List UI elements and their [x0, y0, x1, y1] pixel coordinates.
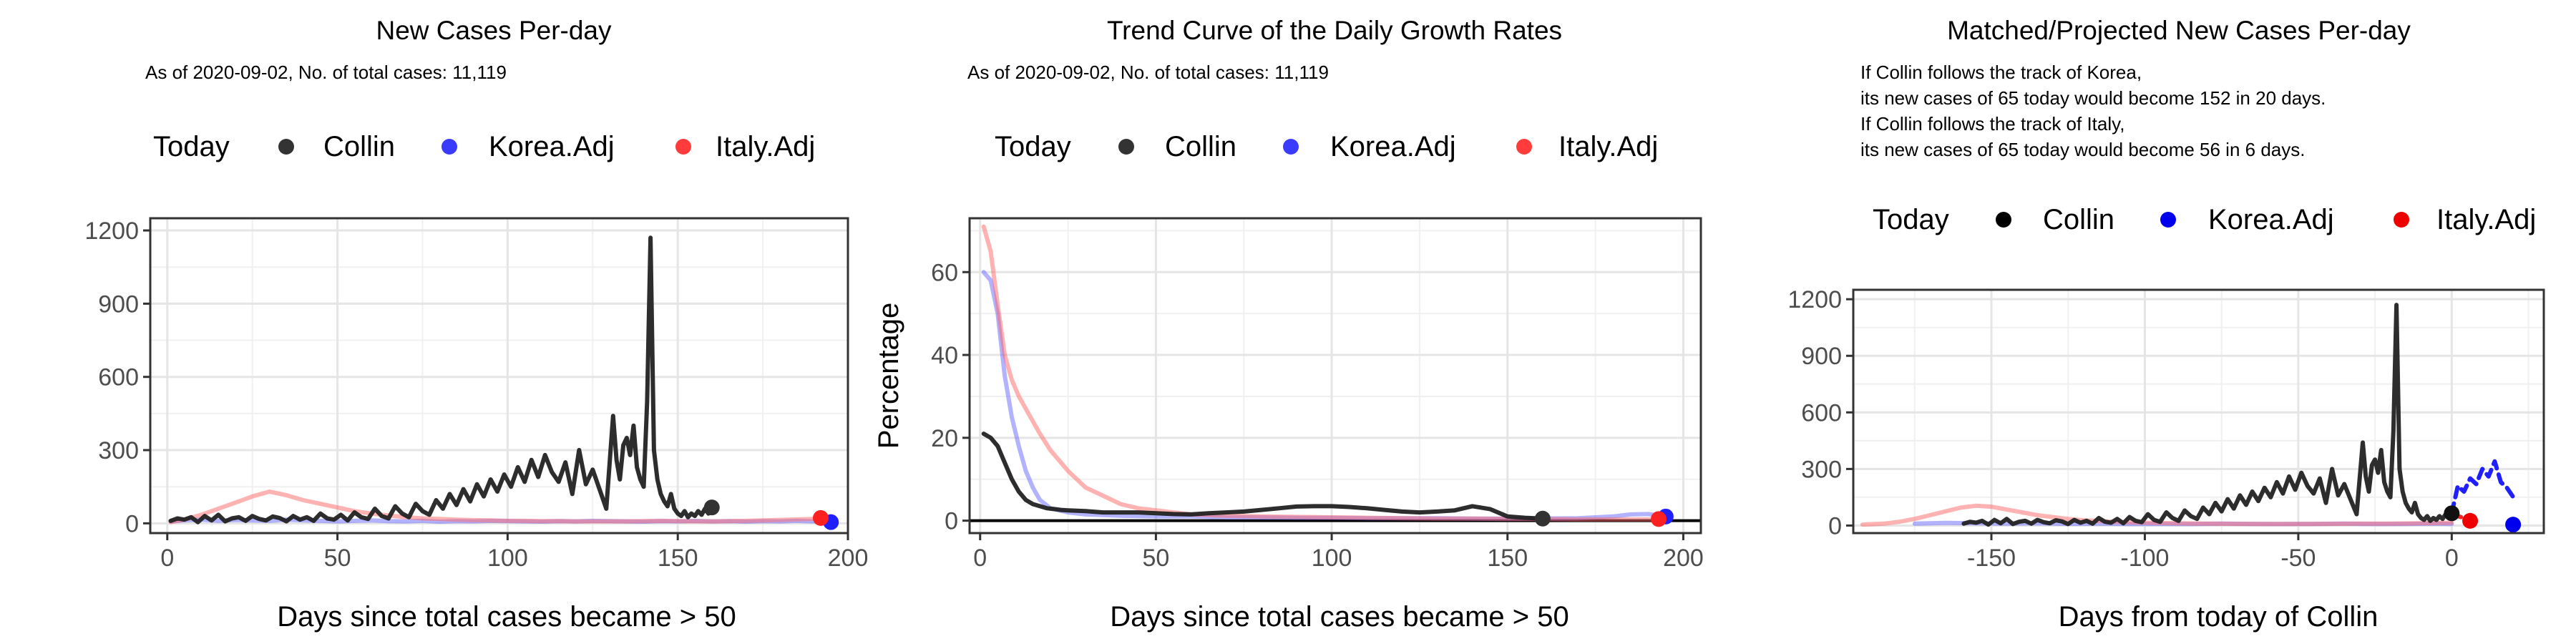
- x-tick-label: -100: [2120, 545, 2169, 572]
- series-line-korea-adj-projection: [2449, 459, 2516, 516]
- plot-background: [970, 218, 1701, 533]
- plot-border: [1852, 288, 2545, 535]
- x-tick-label: -150: [1967, 545, 2016, 572]
- series-line-collin: [1961, 303, 2454, 527]
- today-point-collin: [1534, 510, 1551, 527]
- legend-marker-italy: [1516, 139, 1532, 155]
- panel-new-cases: New Cases Per-day As of 2020-09-02, No. …: [84, 16, 868, 633]
- y-axis-label: Percentage: [873, 303, 904, 449]
- x-tick-label: 150: [658, 545, 698, 572]
- projection-note-line-2: its new cases of 65 today would become 1…: [1860, 87, 2326, 109]
- plot-area: 0 50 100 150 200 0 300 600 900 1200: [84, 217, 869, 572]
- y-tick-label: 600: [98, 364, 139, 391]
- plot-border: [149, 217, 849, 535]
- legend-title: Today: [995, 131, 1071, 162]
- x-axis-label: Days since total cases became > 50: [277, 601, 736, 633]
- legend-marker-italy: [2394, 212, 2409, 228]
- legend: Today Collin Korea.Adj Italy.Adj: [1873, 204, 2536, 235]
- series-line-italy-adj: [1860, 503, 2454, 527]
- projection-note-line-1: If Collin follows the track of Korea,: [1860, 62, 2142, 83]
- legend-label-italy: Italy.Adj: [1558, 131, 1658, 162]
- today-point-italy-adj: [812, 509, 829, 526]
- legend-label-collin: Collin: [1165, 131, 1236, 162]
- legend-title: Today: [153, 131, 230, 162]
- legend-marker-collin: [1118, 139, 1134, 155]
- y-tick-label: 0: [125, 510, 139, 537]
- x-tick-label: 200: [828, 545, 869, 572]
- series-line-italy-adj: [168, 489, 826, 525]
- panel-title: Trend Curve of the Daily Growth Rates: [1107, 16, 1562, 45]
- plot-background: [150, 218, 848, 533]
- x-tick-label: 0: [2445, 545, 2459, 572]
- y-tick-label: 900: [1801, 343, 1842, 370]
- x-tick-label: 100: [487, 545, 528, 572]
- legend-title: Today: [1873, 204, 1949, 235]
- y-tick-label: 600: [1801, 399, 1842, 426]
- x-tick-label: -50: [2280, 545, 2316, 572]
- panel-title: New Cases Per-day: [376, 16, 612, 45]
- legend-label-collin: Collin: [2043, 204, 2114, 235]
- panel-projected-cases: Matched/Projected New Cases Per-day If C…: [1787, 16, 2545, 633]
- panel-title: Matched/Projected New Cases Per-day: [1947, 16, 2411, 45]
- x-tick-label: 200: [1663, 545, 1704, 572]
- y-tick-label: 300: [98, 437, 139, 464]
- plot-border: [968, 217, 1702, 535]
- panel-subtitle: As of 2020-09-02, No. of total cases: 11…: [145, 62, 507, 83]
- y-tick-label: 900: [98, 291, 139, 318]
- today-point-collin: [703, 499, 720, 516]
- legend-label-italy: Italy.Adj: [2436, 204, 2536, 235]
- series-line-collin: [981, 431, 1545, 521]
- today-point-collin: [2444, 505, 2460, 522]
- y-tick-label: 0: [1828, 512, 1842, 540]
- y-tick-label: 20: [931, 425, 958, 452]
- legend-marker-korea: [441, 139, 457, 155]
- y-tick-label: 60: [931, 259, 958, 286]
- projection-note-line-3: If Collin follows the track of Italy,: [1860, 113, 2124, 135]
- x-tick-label: 0: [973, 545, 987, 572]
- projection-note-line-4: its new cases of 65 today would become 5…: [1860, 139, 2305, 160]
- x-axis-label: Days from today of Collin: [2059, 601, 2379, 633]
- y-tick-label: 40: [931, 342, 958, 369]
- legend-label-italy: Italy.Adj: [716, 131, 815, 162]
- legend-marker-collin: [278, 139, 294, 155]
- today-point-italy-adj: [2462, 512, 2479, 529]
- x-tick-label: 50: [324, 545, 351, 572]
- legend-marker-korea: [2160, 212, 2176, 228]
- y-tick-label: 1200: [84, 218, 139, 245]
- y-tick-label: 1200: [1787, 286, 1842, 313]
- series-line-italy-adj: [981, 224, 1661, 522]
- plot-area: -150 -100 -50 0 0 300 600 900 1200: [1787, 286, 2545, 572]
- series-line-collin: [168, 235, 714, 525]
- x-axis-label: Days since total cases became > 50: [1110, 601, 1568, 633]
- plot-area: 0 50 100 150 200 0 20 40 60: [931, 217, 1704, 572]
- legend-label-korea: Korea.Adj: [1330, 131, 1456, 162]
- x-tick-label: 0: [160, 545, 174, 572]
- legend-marker-korea: [1283, 139, 1299, 155]
- y-tick-label: 300: [1801, 456, 1842, 483]
- x-tick-label: 50: [1142, 545, 1169, 572]
- x-tick-label: 100: [1312, 545, 1352, 572]
- panel-growth-rates: Trend Curve of the Daily Growth Rates As…: [873, 16, 1704, 633]
- legend-marker-italy: [675, 139, 691, 155]
- legend-label-korea: Korea.Adj: [489, 131, 615, 162]
- today-point-italy-adj: [1651, 511, 1667, 527]
- panel-subtitle: As of 2020-09-02, No. of total cases: 11…: [967, 62, 1329, 83]
- legend: Today Collin Korea.Adj Italy.Adj: [995, 131, 1658, 162]
- legend: Today Collin Korea.Adj Italy.Adj: [153, 131, 815, 162]
- legend-label-collin: Collin: [323, 131, 395, 162]
- today-point-korea-adj: [2505, 517, 2522, 533]
- legend-marker-collin: [1996, 212, 2011, 228]
- y-tick-label: 0: [945, 508, 958, 535]
- x-tick-label: 150: [1487, 545, 1528, 572]
- legend-label-korea: Korea.Adj: [2208, 204, 2334, 235]
